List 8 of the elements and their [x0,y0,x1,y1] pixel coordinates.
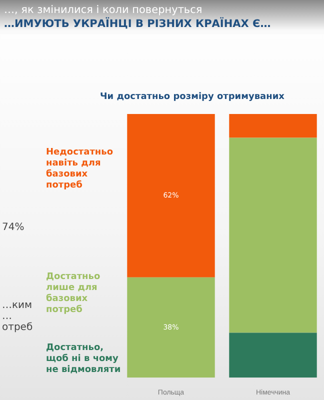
chart-title: Чи достатньо розміру отримуваних [100,92,286,102]
chart-subtitle: …, як змінилися і коли повернуться [4,3,204,17]
text: Достатньо лише для базових потреб [46,272,100,315]
text: …ИМУЮТЬ УКРАЇНЦІ В РІЗНИХ КРАЇНАХ Є… [4,17,272,31]
text: …ким …отреб [2,300,34,333]
text: 74% [2,222,24,233]
text: Достатньо, щоб ні в чому не відмовляти [46,342,121,375]
series-label: Недостатньо навіть для базових потреб [46,147,114,190]
